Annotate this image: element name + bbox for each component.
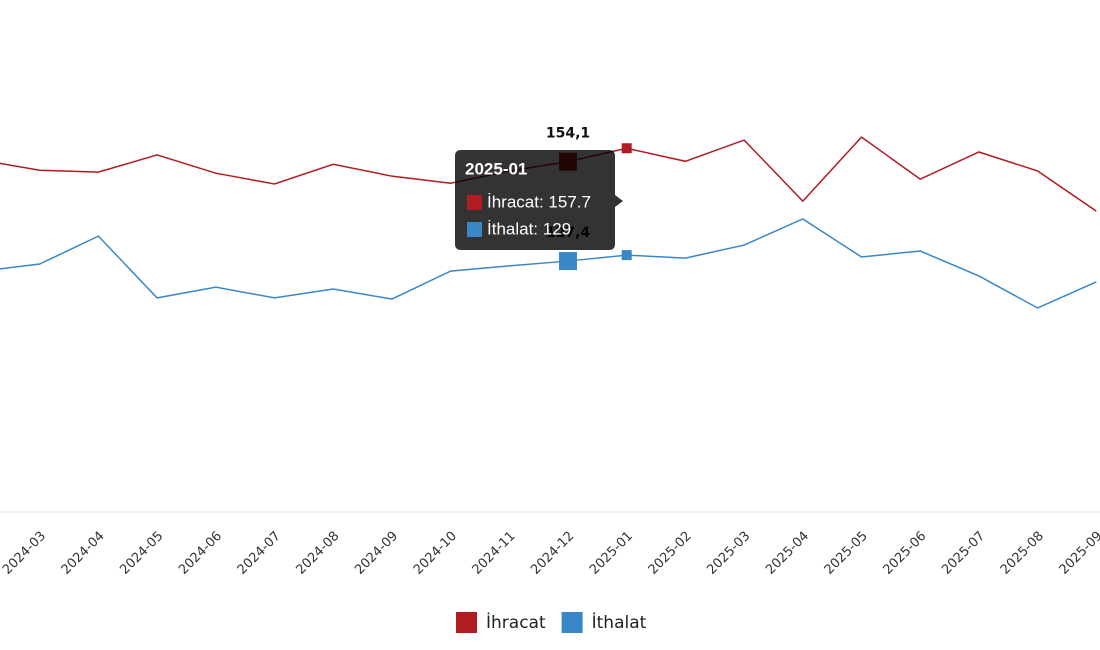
tooltip: 2025-01 İhracat: 157.7 İthalat: 129	[455, 150, 623, 250]
x-tick-label: 2025-08	[998, 529, 1047, 578]
x-tick-label: 2025-07	[939, 529, 988, 578]
x-tick-label: 2025-01	[587, 529, 636, 578]
x-tick-label: 2025-04	[763, 529, 812, 578]
tooltip-title: 2025-01	[465, 159, 527, 178]
tooltip-swatch	[467, 195, 482, 210]
legend-label: İthalat	[592, 612, 647, 633]
x-tick-label: 2024-05	[117, 529, 166, 578]
tooltip-swatch	[467, 222, 482, 237]
x-tick-label: 2024-04	[59, 529, 108, 578]
x-tick-label: 2025-02	[646, 529, 695, 578]
x-tick-label: 2024-10	[411, 529, 460, 578]
x-tick-label: 2025-03	[704, 529, 753, 578]
tooltip-item: İhracat: 157.7	[487, 192, 591, 211]
x-tick-label: 2025-05	[822, 529, 871, 578]
x-tick-label: 2024-07	[235, 529, 284, 578]
x-tick-label: 2024-12	[528, 529, 577, 578]
x-tick-label: 2024-06	[176, 529, 225, 578]
x-tick-label: 2025-09	[1057, 529, 1100, 578]
tooltip-box	[455, 150, 623, 250]
legend-swatch	[456, 612, 477, 633]
tooltip-item: İthalat: 129	[487, 219, 571, 238]
x-tick-label: 2024-09	[352, 529, 401, 578]
point-marker	[621, 143, 632, 154]
x-tick-label: 2024-08	[293, 529, 342, 578]
legend-label: İhracat	[486, 612, 546, 633]
x-tick-label: 2024-03	[0, 529, 49, 578]
legend: İhracat İthalat	[456, 612, 647, 633]
legend-swatch	[561, 612, 583, 633]
value-label: 154,1	[546, 126, 590, 142]
x-tick-label: 2024-11	[470, 529, 519, 578]
series-line	[0, 218, 1097, 309]
x-tick-label: 2025-06	[880, 529, 929, 578]
point-marker	[559, 252, 577, 271]
point-marker	[621, 250, 632, 261]
